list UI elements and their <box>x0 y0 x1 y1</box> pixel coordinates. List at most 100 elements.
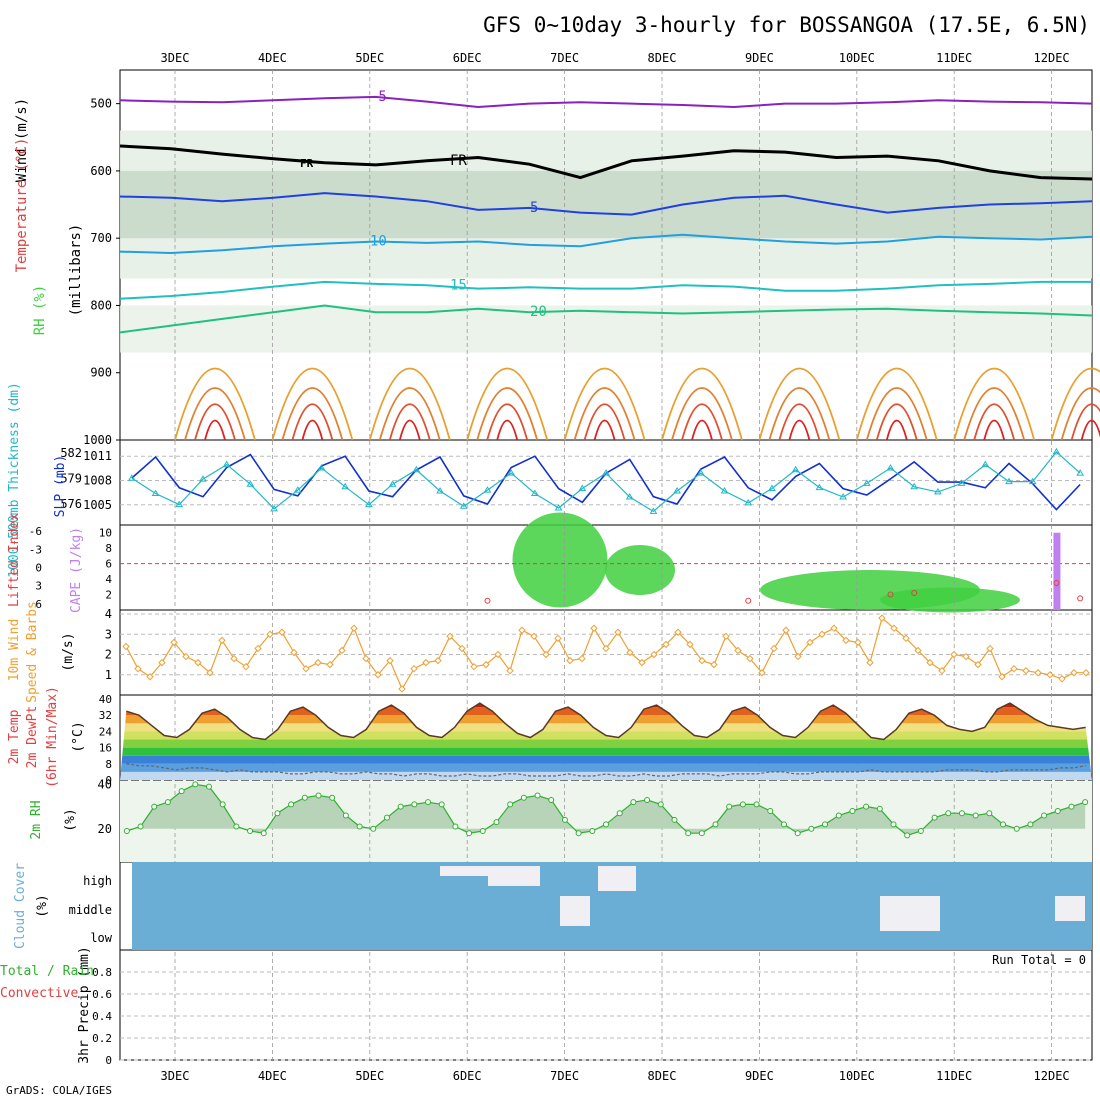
rh-point <box>753 801 760 808</box>
wind-speed-point <box>914 646 922 655</box>
wind-speed-point <box>662 640 670 649</box>
rh-point <box>397 803 404 810</box>
wind-speed-point <box>1010 664 1018 673</box>
top-day-label: 3DEC <box>161 51 190 65</box>
rh-point <box>247 827 254 834</box>
wind-speed-point <box>1022 667 1030 675</box>
surface-temp-contour <box>788 419 811 441</box>
thickness-point <box>199 475 207 482</box>
wind-speed-point <box>974 660 982 669</box>
rh-point <box>863 803 870 810</box>
rh-point <box>205 783 212 790</box>
rh-ylabel: 2m RH <box>29 800 44 839</box>
surface-temp-contour <box>1070 403 1100 441</box>
surface-temp-contour <box>953 367 1036 441</box>
ua-ytick-label: 1000 <box>83 433 112 447</box>
wind-speed-point <box>158 658 166 667</box>
surface-temp-contour <box>983 419 1006 441</box>
rh-point <box>712 821 719 828</box>
slp-ylabel: SLP (mb) <box>53 455 68 518</box>
ua-ytick-label: 900 <box>90 366 112 380</box>
lifted-index-point <box>1053 579 1060 586</box>
surface-temp-contour <box>1060 387 1100 441</box>
panel-frame-slp <box>119 439 1093 526</box>
wind-speed-point <box>722 632 730 641</box>
top-day-label: 12DEC <box>1034 51 1070 65</box>
precip-ytick-label: 0.2 <box>92 1032 112 1045</box>
rh-point <box>534 792 541 799</box>
surface-temp-contour <box>388 403 431 441</box>
precip-ytick-label: 0.6 <box>92 988 112 1001</box>
thickness-point <box>649 507 658 514</box>
panels <box>119 69 1093 1061</box>
ua-ylabel-temp: Temperature (°C) <box>14 138 30 273</box>
surface-temp-contour <box>466 367 549 441</box>
thickness-point <box>625 492 634 500</box>
cape-ytick-label: 2 <box>105 589 112 602</box>
rh-point <box>219 801 226 808</box>
wind-ylabel-1: 10m Wind <box>7 619 22 682</box>
rh-point <box>315 792 322 799</box>
wind-speed-point <box>374 671 382 679</box>
lifted-index-point <box>911 590 918 596</box>
wind-speed-point <box>698 656 706 665</box>
wind-speed-point <box>554 634 562 643</box>
rh-point <box>438 801 445 808</box>
li-ylabel: Lifted Index <box>7 513 22 607</box>
wind-speed-point <box>458 644 466 653</box>
wind-ytick-label: 1 <box>105 668 112 682</box>
cape-ylabel: CAPE (J/kg) <box>69 527 84 613</box>
rh-shade-lower <box>120 305 1092 353</box>
wind-speed-point <box>758 669 766 677</box>
wind-speed-point <box>278 628 286 636</box>
top-day-label: 4DEC <box>258 51 287 65</box>
wind-speed-point <box>626 648 634 657</box>
wind-speed-point <box>362 654 370 663</box>
ua-ylabel-wind: Wind (m/s) <box>14 98 30 182</box>
wind-ytick-label: 4 <box>105 607 112 621</box>
surface-temp-contour <box>378 387 441 441</box>
thickness-point <box>270 504 278 512</box>
ua-ytick-label: 500 <box>90 97 112 111</box>
thickness-point <box>839 492 847 500</box>
thickness-point <box>981 460 990 468</box>
bottom-day-label: 4DEC <box>258 1069 287 1083</box>
rh-point <box>1041 812 1048 819</box>
thickness-point <box>1028 477 1037 485</box>
precip-ylabel: 3hr Precip (mm) <box>77 946 92 1063</box>
wind-speed-point <box>542 650 550 659</box>
wind-speed-point <box>710 660 718 669</box>
rh-point <box>767 808 774 815</box>
thickness-point <box>957 479 966 486</box>
temp-ytick-label: 24 <box>99 725 113 738</box>
temp-ylabel-2: 2m DewPt <box>25 706 40 769</box>
wind-speed-point <box>770 644 778 653</box>
temp-ylabel-1: 2m Temp <box>7 709 22 764</box>
surface-temp-contour <box>1050 367 1100 441</box>
cloud-gap <box>598 866 636 891</box>
rh-point <box>370 825 377 832</box>
wind-speed-point <box>242 662 250 671</box>
rh-point <box>1054 808 1061 815</box>
surface-temp-contour <box>875 403 918 441</box>
temp-color-band <box>120 739 1092 748</box>
rh-point <box>835 812 842 819</box>
wind-speed-point <box>674 628 682 636</box>
wind-speed-point <box>734 646 742 655</box>
surface-temp-contour <box>476 387 539 441</box>
rh-point <box>425 799 432 806</box>
rh-point <box>945 810 952 817</box>
thickness-point <box>388 480 397 487</box>
wind-speed-point <box>398 685 406 693</box>
surface-temp-contour <box>758 367 841 441</box>
temp-ytick-label: 40 <box>99 693 112 706</box>
wind-speed-point <box>314 658 322 667</box>
wind-ytick-label: 3 <box>105 627 112 641</box>
wind-speed-point <box>962 652 970 661</box>
thickness-ytick-label: 582 <box>60 446 82 460</box>
rh-ytick-label: 20 <box>98 822 112 836</box>
surface-temp-contour <box>573 387 636 441</box>
temp-ytick-label: 16 <box>99 742 112 755</box>
thickness-ytick-label: 579 <box>60 471 82 485</box>
top-day-label: 7DEC <box>550 51 579 65</box>
